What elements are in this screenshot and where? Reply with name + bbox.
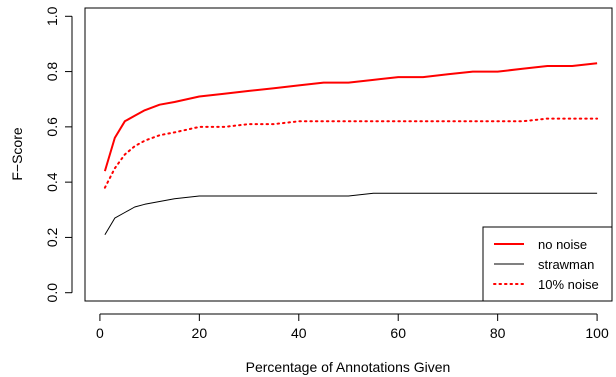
x-axis-title: Percentage of Annotations Given (246, 359, 451, 375)
y-tick-label: 0.4 (44, 172, 60, 192)
series-line-no-noise (103, 62, 598, 172)
y-tick-label: 0.6 (44, 117, 60, 137)
x-tick-label: 20 (192, 325, 208, 341)
x-tick-label: 40 (291, 325, 307, 341)
series-layer (103, 62, 599, 235)
series-line-10-noise (103, 117, 599, 189)
plot-frame (84, 7, 613, 302)
y-axis-title: F−Score (9, 127, 25, 181)
x-tick-label: 100 (585, 325, 609, 341)
y-axis: 0.0 0.2 0.4 0.6 0.8 1.0 (44, 6, 73, 303)
legend-label: 10% noise (538, 277, 599, 292)
legend-label: strawman (538, 257, 594, 272)
x-tick-label: 60 (390, 325, 406, 341)
x-axis: 0 20 40 60 80 100 (96, 313, 609, 341)
series-line-strawman (104, 192, 598, 235)
y-tick-label: 1.0 (44, 6, 60, 26)
y-tick-label: 0.8 (44, 62, 60, 82)
legend: no noise strawman 10% noise (482, 226, 613, 302)
y-tick-label: 0.2 (44, 227, 60, 247)
x-tick-label: 80 (490, 325, 506, 341)
x-tick-label: 0 (96, 325, 104, 341)
legend-label: no noise (538, 237, 587, 252)
y-tick-label: 0.0 (44, 283, 60, 303)
